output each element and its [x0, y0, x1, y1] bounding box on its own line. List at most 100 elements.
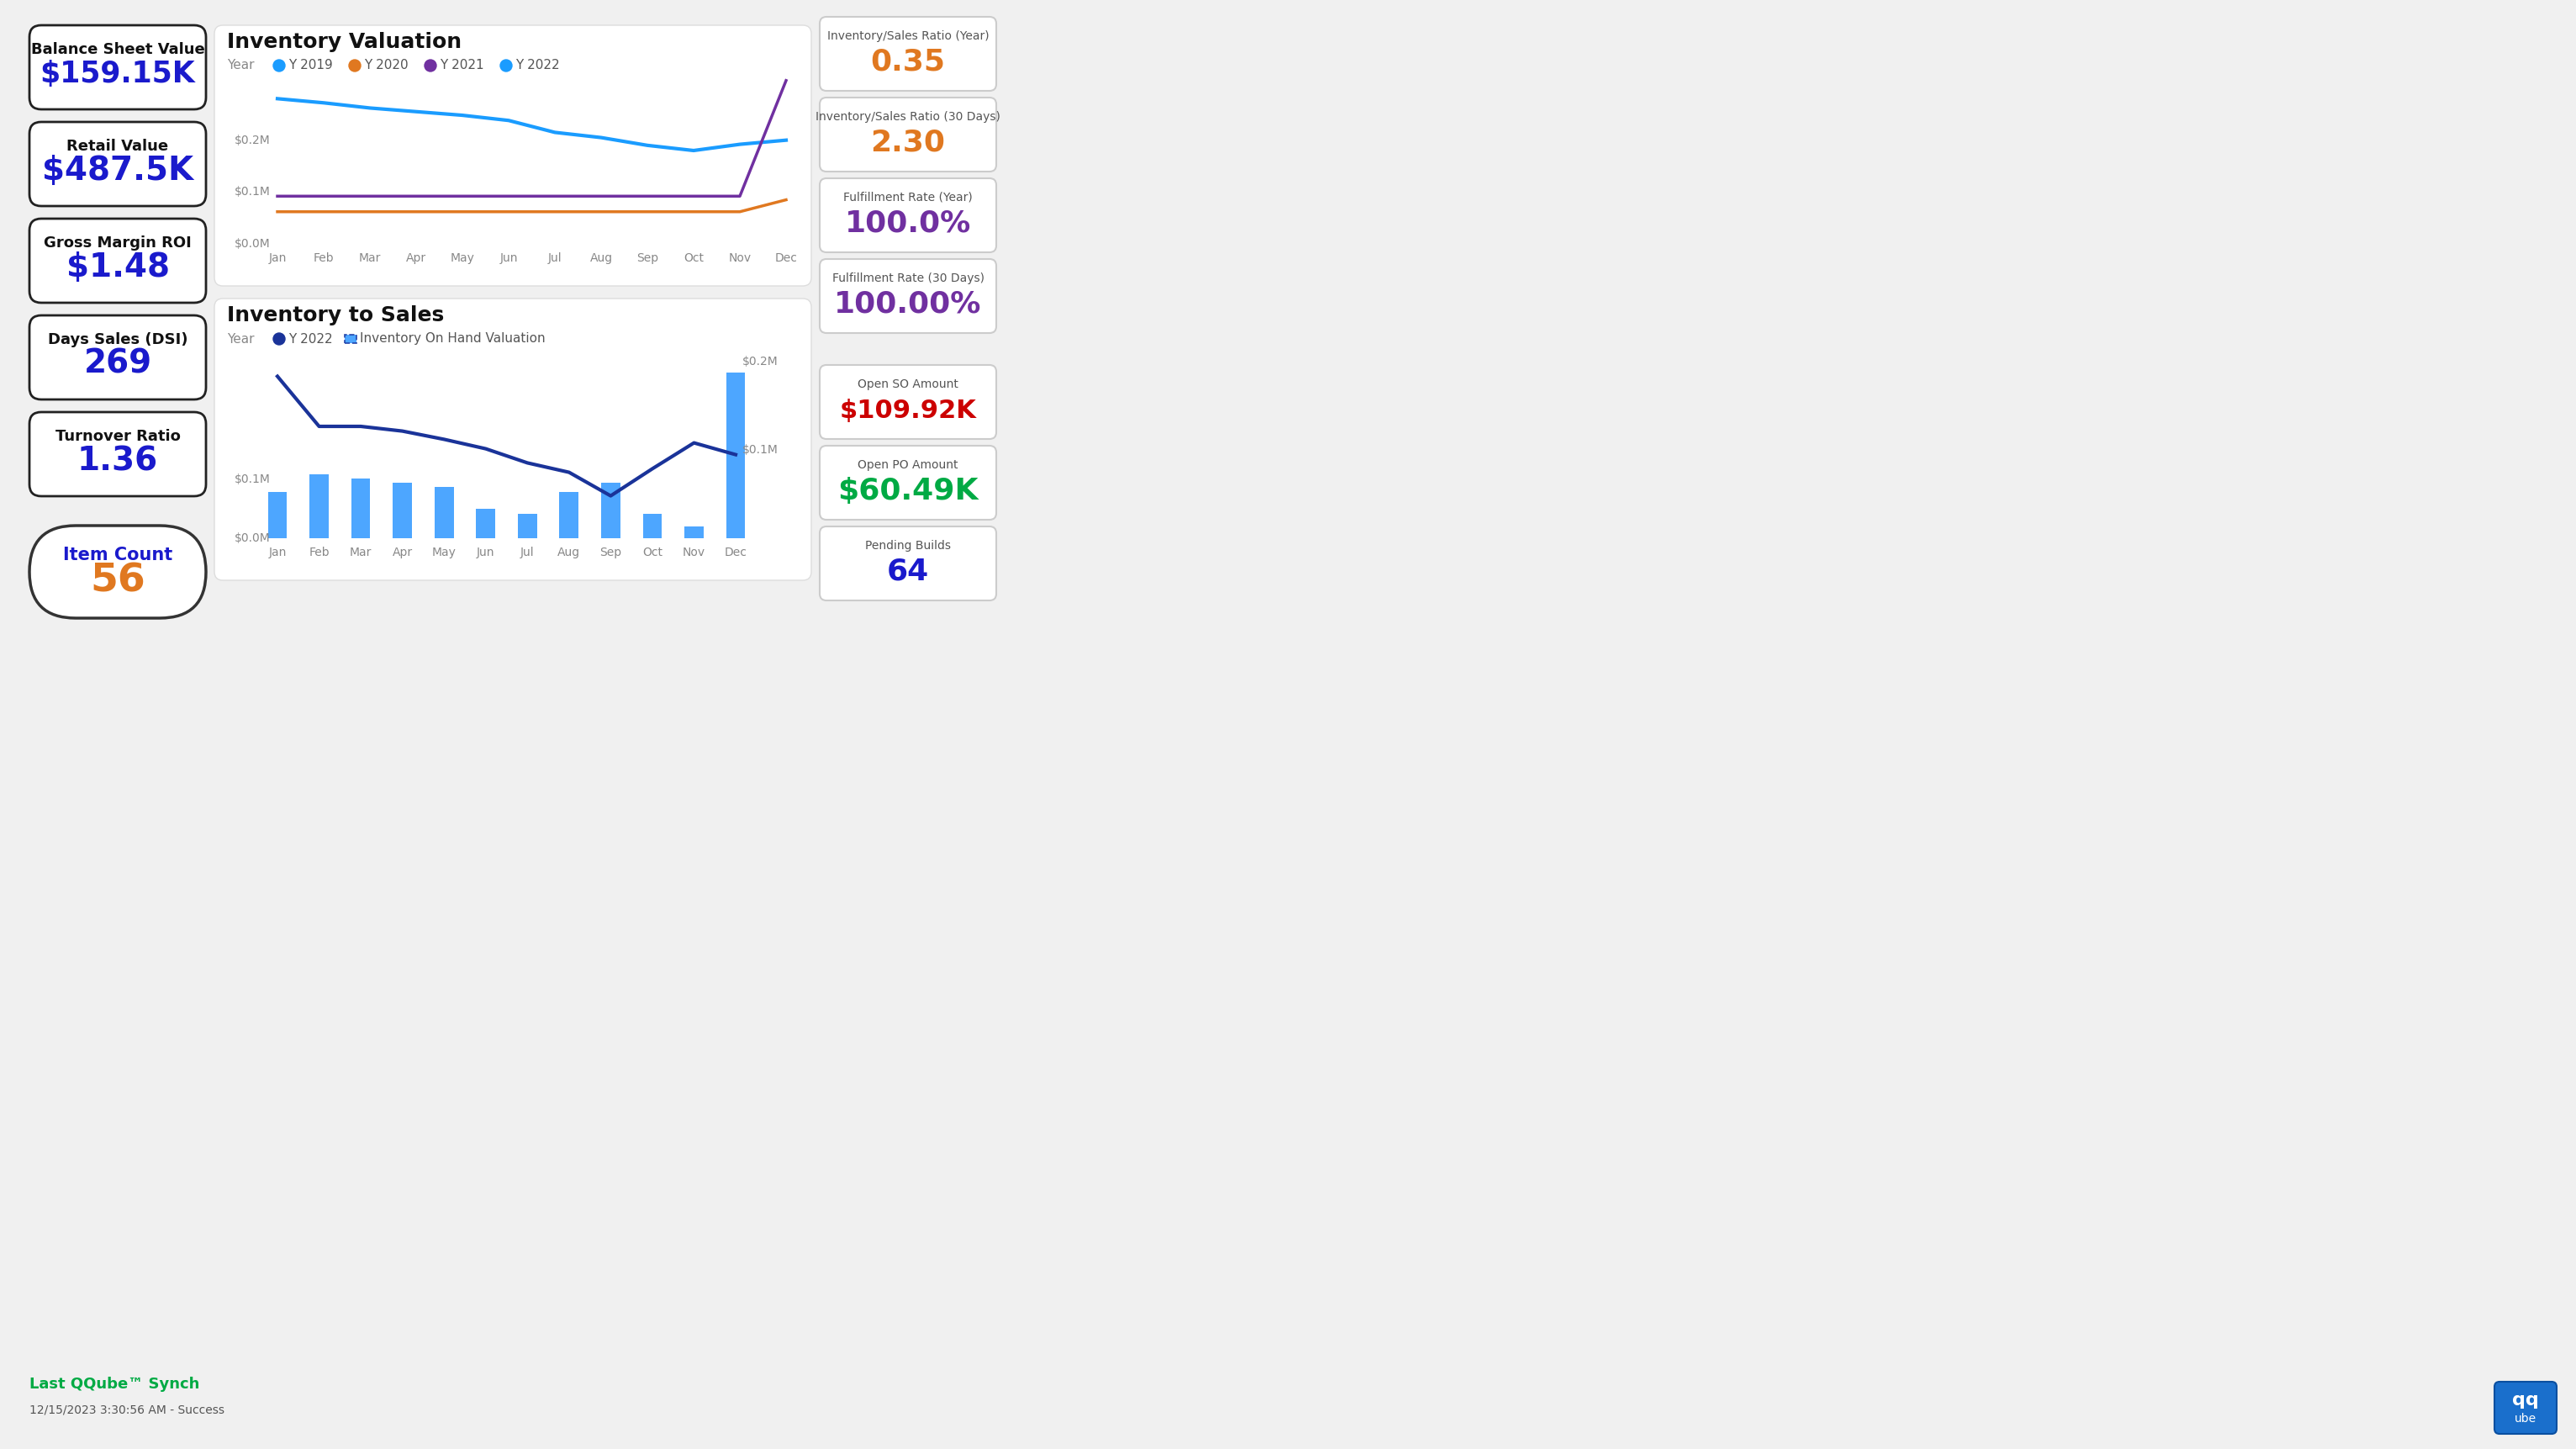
Text: $159.15K: $159.15K	[41, 59, 196, 88]
Text: Year: Year	[227, 59, 255, 72]
Text: $0.0M: $0.0M	[234, 532, 270, 545]
Text: May: May	[451, 252, 474, 264]
Text: Jun: Jun	[477, 546, 495, 558]
Text: Days Sales (DSI): Days Sales (DSI)	[49, 332, 188, 348]
Text: Mar: Mar	[358, 252, 381, 264]
Bar	[435, 487, 453, 538]
FancyBboxPatch shape	[819, 526, 997, 600]
Text: Y 2020: Y 2020	[363, 59, 407, 72]
Text: Jan: Jan	[268, 252, 286, 264]
Circle shape	[273, 333, 286, 345]
Text: 0.35: 0.35	[871, 48, 945, 77]
Text: Apr: Apr	[407, 252, 425, 264]
Text: Open PO Amount: Open PO Amount	[858, 459, 958, 471]
FancyBboxPatch shape	[819, 365, 997, 439]
FancyBboxPatch shape	[819, 259, 997, 333]
Text: Jan: Jan	[268, 546, 286, 558]
Bar	[685, 527, 703, 538]
Text: Y 2022: Y 2022	[289, 333, 332, 345]
Text: 1.36: 1.36	[77, 445, 157, 477]
Text: $487.5K: $487.5K	[41, 155, 193, 187]
Text: Open SO Amount: Open SO Amount	[858, 378, 958, 390]
Bar	[477, 509, 495, 538]
Text: Y 2019: Y 2019	[289, 59, 332, 72]
Text: Inventory On Hand Valuation: Inventory On Hand Valuation	[361, 333, 546, 345]
Bar	[268, 493, 286, 538]
Text: $0.2M: $0.2M	[234, 135, 270, 146]
Bar	[394, 483, 412, 538]
Text: Feb: Feb	[309, 546, 330, 558]
Text: Jul: Jul	[520, 546, 533, 558]
Text: $1.48: $1.48	[67, 252, 170, 284]
FancyBboxPatch shape	[28, 412, 206, 496]
Text: Fulfillment Rate (30 Days): Fulfillment Rate (30 Days)	[832, 272, 984, 284]
Text: $60.49K: $60.49K	[837, 477, 979, 506]
FancyBboxPatch shape	[28, 219, 206, 303]
Bar	[600, 483, 621, 538]
Text: $0.1M: $0.1M	[234, 474, 270, 485]
Text: Fulfillment Rate (Year): Fulfillment Rate (Year)	[842, 191, 974, 203]
Text: Jul: Jul	[549, 252, 562, 264]
Text: qq: qq	[2512, 1392, 2540, 1408]
Text: 100.00%: 100.00%	[835, 290, 981, 319]
Text: $109.92K: $109.92K	[840, 398, 976, 423]
Text: Gross Margin ROI: Gross Margin ROI	[44, 236, 191, 251]
Text: 12/15/2023 3:30:56 AM - Success: 12/15/2023 3:30:56 AM - Success	[28, 1404, 224, 1416]
Text: $0.2M: $0.2M	[742, 356, 778, 368]
Text: Mar: Mar	[350, 546, 371, 558]
Text: Oct: Oct	[683, 252, 703, 264]
FancyBboxPatch shape	[819, 17, 997, 91]
Text: 100.0%: 100.0%	[845, 210, 971, 238]
Text: $0.0M: $0.0M	[234, 238, 270, 249]
Text: $0.1M: $0.1M	[742, 443, 778, 456]
FancyBboxPatch shape	[819, 178, 997, 252]
Text: 56: 56	[90, 562, 144, 600]
FancyBboxPatch shape	[28, 526, 206, 619]
Text: Aug: Aug	[590, 252, 613, 264]
FancyBboxPatch shape	[2494, 1382, 2555, 1435]
Text: 269: 269	[82, 348, 152, 380]
Text: Y 2022: Y 2022	[515, 59, 559, 72]
Text: Dec: Dec	[724, 546, 747, 558]
Circle shape	[425, 59, 435, 71]
Text: Nov: Nov	[729, 252, 752, 264]
Text: Dec: Dec	[775, 252, 799, 264]
Text: Retail Value: Retail Value	[67, 139, 167, 154]
Bar	[644, 513, 662, 538]
Bar	[726, 372, 744, 538]
Text: ube: ube	[2514, 1413, 2537, 1424]
Text: Nov: Nov	[683, 546, 706, 558]
Text: 64: 64	[886, 558, 930, 587]
Text: Pending Builds: Pending Builds	[866, 540, 951, 552]
FancyBboxPatch shape	[28, 122, 206, 206]
FancyBboxPatch shape	[819, 97, 997, 171]
Text: Feb: Feb	[314, 252, 335, 264]
FancyBboxPatch shape	[28, 25, 206, 109]
Text: Item Count: Item Count	[62, 546, 173, 564]
Text: Apr: Apr	[392, 546, 412, 558]
Text: Sep: Sep	[636, 252, 659, 264]
Text: Inventory/Sales Ratio (Year): Inventory/Sales Ratio (Year)	[827, 30, 989, 42]
FancyBboxPatch shape	[819, 446, 997, 520]
Text: Inventory Valuation: Inventory Valuation	[227, 32, 461, 52]
Circle shape	[500, 59, 513, 71]
Text: Y 2021: Y 2021	[440, 59, 484, 72]
Bar	[559, 493, 580, 538]
Text: 2.30: 2.30	[871, 129, 945, 158]
FancyBboxPatch shape	[28, 316, 206, 400]
Text: Oct: Oct	[641, 546, 662, 558]
Text: Jun: Jun	[500, 252, 518, 264]
Text: Turnover Ratio: Turnover Ratio	[54, 429, 180, 443]
Circle shape	[273, 59, 286, 71]
Circle shape	[348, 59, 361, 71]
Text: Sep: Sep	[600, 546, 621, 558]
Bar	[345, 335, 355, 343]
FancyBboxPatch shape	[214, 298, 811, 580]
Text: $0.1M: $0.1M	[234, 185, 270, 199]
Text: Aug: Aug	[556, 546, 580, 558]
Bar	[350, 478, 371, 538]
FancyBboxPatch shape	[214, 25, 811, 285]
Text: May: May	[433, 546, 456, 558]
Text: Balance Sheet Value: Balance Sheet Value	[31, 42, 204, 57]
Text: Year: Year	[227, 333, 255, 345]
